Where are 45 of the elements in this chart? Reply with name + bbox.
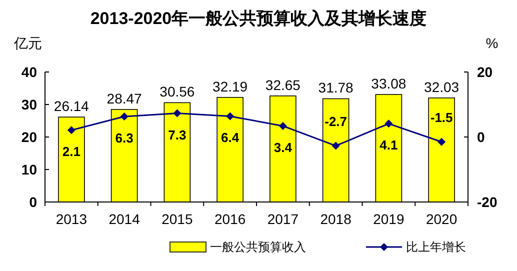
- x-tick-label: 2019: [373, 211, 404, 227]
- data-label: 6.4: [221, 130, 240, 146]
- y-tick-label: 0: [29, 194, 38, 210]
- point: [120, 112, 128, 121]
- y2-tick-label: 20: [477, 64, 493, 80]
- y2-tick-label: 0: [477, 129, 485, 145]
- x-tick-label: 2014: [108, 211, 140, 227]
- point: [438, 138, 446, 146]
- x-tick-label: 2017: [267, 211, 299, 227]
- y-tick-label: 40: [21, 64, 38, 80]
- point: [67, 126, 76, 134]
- point: [332, 142, 340, 150]
- x-tick-label: 2016: [214, 211, 246, 227]
- data-label: 32.03: [424, 78, 460, 95]
- chart-title: 2013-2020年一般公共预算收入及其增长速度: [90, 9, 427, 28]
- data-label: 6.3: [115, 130, 134, 146]
- x-tick-label: 2018: [320, 211, 352, 227]
- data-label: 30.56: [160, 84, 195, 100]
- data-label: -1.5: [430, 110, 453, 125]
- point: [226, 112, 234, 120]
- legend-label: 一般公共预算收入: [210, 240, 306, 254]
- data-label: 32.65: [265, 76, 301, 93]
- y2-axis-title: %: [486, 35, 498, 51]
- y2-tick-label: -20: [477, 194, 498, 210]
- data-label: 4.1: [380, 138, 398, 153]
- data-label: 33.08: [371, 75, 406, 92]
- data-label: 28.47: [106, 90, 142, 106]
- point: [384, 120, 393, 128]
- y-tick-label: 10: [21, 162, 38, 178]
- y-tick-label: 20: [21, 129, 38, 145]
- legend-label: 比上年增长: [406, 240, 466, 254]
- data-label: -2.7: [324, 114, 348, 129]
- data-label: 7.3: [168, 127, 186, 142]
- y-tick-label: 30: [21, 96, 38, 112]
- data-label: 32.19: [212, 78, 248, 94]
- x-tick-label: 2020: [426, 211, 458, 227]
- point: [278, 122, 287, 130]
- data-label: 31.78: [318, 80, 354, 96]
- data-label: 3.4: [274, 140, 293, 155]
- point: [173, 109, 182, 118]
- y-axis-title: 亿元: [13, 35, 42, 51]
- data-label: 2.1: [62, 144, 80, 160]
- x-tick-label: 2015: [162, 211, 193, 227]
- data-label: 26.14: [54, 98, 90, 114]
- x-tick-label: 2013: [56, 211, 88, 227]
